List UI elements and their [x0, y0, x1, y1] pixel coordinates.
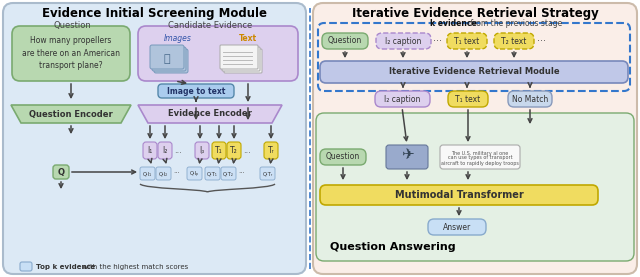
- Text: ···: ···: [173, 171, 180, 176]
- FancyBboxPatch shape: [222, 47, 260, 71]
- FancyBboxPatch shape: [12, 26, 130, 81]
- Text: Question Answering: Question Answering: [330, 242, 456, 252]
- Text: T₂: T₂: [230, 146, 238, 155]
- FancyBboxPatch shape: [187, 167, 202, 180]
- Text: Question: Question: [53, 21, 91, 30]
- Text: can use types of transport: can use types of transport: [448, 155, 512, 160]
- Text: I₂: I₂: [163, 146, 168, 155]
- Text: Evidence Initial Screening Module: Evidence Initial Screening Module: [42, 7, 266, 20]
- FancyBboxPatch shape: [260, 167, 275, 180]
- Text: The U.S. military al one: The U.S. military al one: [451, 150, 509, 155]
- FancyBboxPatch shape: [322, 33, 368, 49]
- Text: Q·T₂: Q·T₂: [223, 171, 234, 176]
- FancyBboxPatch shape: [227, 142, 241, 159]
- FancyBboxPatch shape: [143, 142, 157, 159]
- FancyBboxPatch shape: [158, 84, 234, 98]
- FancyBboxPatch shape: [316, 113, 634, 261]
- FancyBboxPatch shape: [494, 33, 534, 49]
- Text: with the highest match scores: with the highest match scores: [80, 263, 188, 270]
- Text: Q·Tᵣ: Q·Tᵣ: [262, 171, 273, 176]
- Text: Q·I₂: Q·I₂: [159, 171, 168, 176]
- Text: 🖼: 🖼: [164, 54, 170, 64]
- FancyBboxPatch shape: [440, 145, 520, 169]
- FancyBboxPatch shape: [313, 3, 637, 274]
- Text: I₂ caption: I₂ caption: [385, 37, 421, 45]
- Text: Candidate Evidence: Candidate Evidence: [168, 21, 252, 30]
- Text: Iₚ: Iₚ: [199, 146, 205, 155]
- Text: Evidence Encoder: Evidence Encoder: [168, 109, 252, 119]
- Text: Text: Text: [239, 34, 257, 43]
- FancyBboxPatch shape: [195, 142, 209, 159]
- Text: T₁ text: T₁ text: [456, 94, 481, 104]
- Text: Question: Question: [326, 153, 360, 161]
- Text: ...: ...: [174, 146, 182, 155]
- Text: k evidence: k evidence: [430, 19, 477, 28]
- FancyBboxPatch shape: [53, 165, 69, 179]
- Text: Q·T₁: Q·T₁: [207, 171, 218, 176]
- Text: aircraft to rapidly deploy troops: aircraft to rapidly deploy troops: [441, 160, 519, 165]
- FancyBboxPatch shape: [158, 142, 172, 159]
- FancyBboxPatch shape: [156, 167, 171, 180]
- FancyBboxPatch shape: [205, 167, 220, 180]
- Text: Top k evidence: Top k evidence: [36, 263, 95, 270]
- FancyBboxPatch shape: [152, 47, 186, 71]
- Text: ···: ···: [433, 36, 442, 46]
- Text: Images: Images: [164, 34, 192, 43]
- Text: Q·I₁: Q·I₁: [143, 171, 152, 176]
- FancyBboxPatch shape: [320, 61, 628, 83]
- Text: ···: ···: [239, 171, 245, 176]
- FancyBboxPatch shape: [220, 45, 258, 69]
- FancyBboxPatch shape: [264, 142, 278, 159]
- FancyBboxPatch shape: [140, 167, 155, 180]
- Text: Q: Q: [58, 168, 65, 176]
- FancyBboxPatch shape: [447, 33, 487, 49]
- Text: I₂ caption: I₂ caption: [384, 94, 420, 104]
- Text: Iterative Evidence Retrieval Module: Iterative Evidence Retrieval Module: [388, 68, 559, 76]
- Polygon shape: [11, 105, 131, 123]
- Text: Mutimodal Transformer: Mutimodal Transformer: [395, 190, 524, 200]
- FancyBboxPatch shape: [508, 91, 552, 107]
- FancyBboxPatch shape: [150, 45, 184, 69]
- Text: I₁: I₁: [147, 146, 152, 155]
- Polygon shape: [138, 105, 282, 123]
- Text: Iterative Evidence Retrieval Strategy: Iterative Evidence Retrieval Strategy: [351, 7, 598, 20]
- FancyBboxPatch shape: [20, 262, 32, 271]
- FancyBboxPatch shape: [3, 3, 306, 274]
- Text: T₂ text: T₂ text: [501, 37, 527, 45]
- Text: Question Encoder: Question Encoder: [29, 109, 113, 119]
- Text: Answer: Answer: [443, 222, 471, 232]
- Text: Q·Iₚ: Q·Iₚ: [190, 171, 199, 176]
- Text: T₁ text: T₁ text: [454, 37, 479, 45]
- FancyBboxPatch shape: [320, 149, 366, 165]
- FancyBboxPatch shape: [386, 145, 428, 169]
- FancyBboxPatch shape: [224, 49, 262, 73]
- FancyBboxPatch shape: [376, 33, 431, 49]
- Text: from the previous stage: from the previous stage: [468, 19, 563, 28]
- FancyBboxPatch shape: [448, 91, 488, 107]
- Text: ...: ...: [243, 146, 251, 155]
- FancyBboxPatch shape: [221, 167, 236, 180]
- FancyBboxPatch shape: [212, 142, 226, 159]
- Text: ···: ···: [536, 36, 545, 46]
- FancyBboxPatch shape: [428, 219, 486, 235]
- Text: No Match: No Match: [512, 94, 548, 104]
- Text: T₁: T₁: [215, 146, 223, 155]
- FancyBboxPatch shape: [138, 26, 298, 81]
- FancyBboxPatch shape: [375, 91, 430, 107]
- Text: Tᵣ: Tᵣ: [268, 146, 275, 155]
- Text: Question: Question: [328, 37, 362, 45]
- FancyBboxPatch shape: [320, 185, 598, 205]
- FancyBboxPatch shape: [154, 49, 188, 73]
- Text: How many propellers
are there on an American
transport plane?: How many propellers are there on an Amer…: [22, 36, 120, 70]
- Text: ✈: ✈: [401, 147, 413, 163]
- Text: Image to text: Image to text: [167, 86, 225, 96]
